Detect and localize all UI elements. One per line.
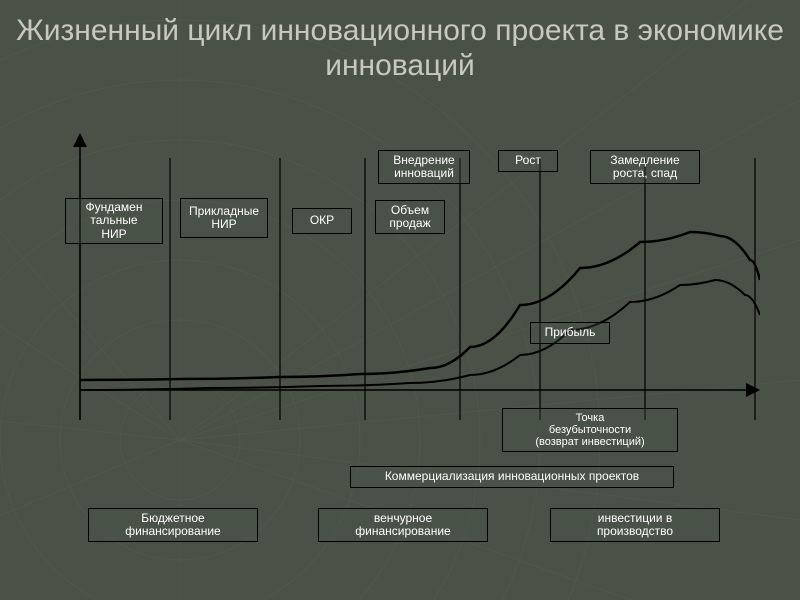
box-okr: ОКР [292, 208, 352, 234]
box-sales_vol: Объем продаж [375, 200, 445, 234]
box-slowdown: Замедление роста, спад [590, 150, 700, 184]
box-growth: Рост [498, 150, 558, 172]
box-commercial: Коммерциализация инновационных проектов [350, 466, 674, 488]
box-fundamental: Фундамен тальные НИР [65, 198, 163, 244]
box-budget: Бюджетное финансирование [88, 508, 258, 542]
box-applied: Прикладные НИР [180, 198, 268, 238]
box-invest: инвестиции в производство [550, 508, 720, 542]
box-innovation: Внедрение инноваций [378, 150, 470, 184]
box-venture: венчурное финансирование [318, 508, 488, 542]
box-breakeven: Точка безубыточности (возврат инвестиций… [502, 408, 678, 452]
page-title: Жизненный цикл инновационного проекта в … [0, 0, 800, 83]
box-profit: Прибыль [530, 322, 610, 344]
lifecycle-chart: Фундамен тальные НИР Прикладные НИР ОКР Объ… [60, 130, 760, 550]
